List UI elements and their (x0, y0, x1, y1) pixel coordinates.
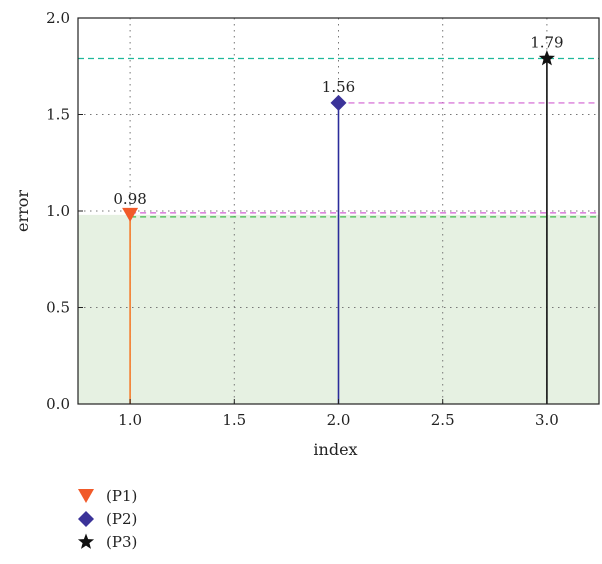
x-tick-label-3: 2.5 (431, 411, 455, 429)
diamond-icon (78, 510, 94, 527)
y-tick-label-0: 0.0 (46, 395, 70, 413)
legend-marker-3 (77, 533, 95, 549)
data-label-3: 1.79 (530, 34, 563, 52)
y-axis-label: error (13, 190, 32, 232)
legend-label-3: (P3) (106, 532, 138, 551)
x-tick-label-1: 1.5 (222, 411, 246, 429)
error-stem-chart: 0.98 1.56 1.79 1.0 1.5 2.0 2.5 3.0 0.0 0.5 1.0 1.5 2… (13, 9, 600, 459)
legend-label-2: (P2) (106, 509, 138, 528)
x-tick-label-2: 2.0 (327, 411, 351, 429)
point-marker-2 (330, 94, 347, 111)
x-tick-label-0: 1.0 (118, 411, 142, 429)
legend-marker-2 (78, 510, 94, 527)
x-axis-label: index (313, 440, 357, 459)
legend-item-2: (P2) (76, 507, 137, 530)
x-tick-label-4: 3.0 (535, 411, 559, 429)
y-tick-label-3: 1.5 (46, 106, 70, 124)
legend-label-1: (P1) (106, 486, 138, 505)
legend-item-3: (P3) (76, 530, 137, 553)
point-marker-1 (122, 207, 139, 222)
legend-marker-1 (78, 488, 94, 503)
y-tick-label-4: 2.0 (46, 9, 70, 27)
legend: (P1) (P2) (P3) (76, 484, 137, 553)
triangle-down-icon (78, 488, 94, 503)
legend-item-1: (P1) (76, 484, 137, 507)
y-tick-label-2: 1.0 (46, 202, 70, 220)
data-label-1: 0.98 (113, 190, 146, 208)
y-tick-label-1: 0.5 (46, 299, 70, 317)
data-label-2: 1.56 (322, 78, 355, 96)
star-icon (77, 533, 95, 549)
point-marker-3 (538, 50, 555, 66)
